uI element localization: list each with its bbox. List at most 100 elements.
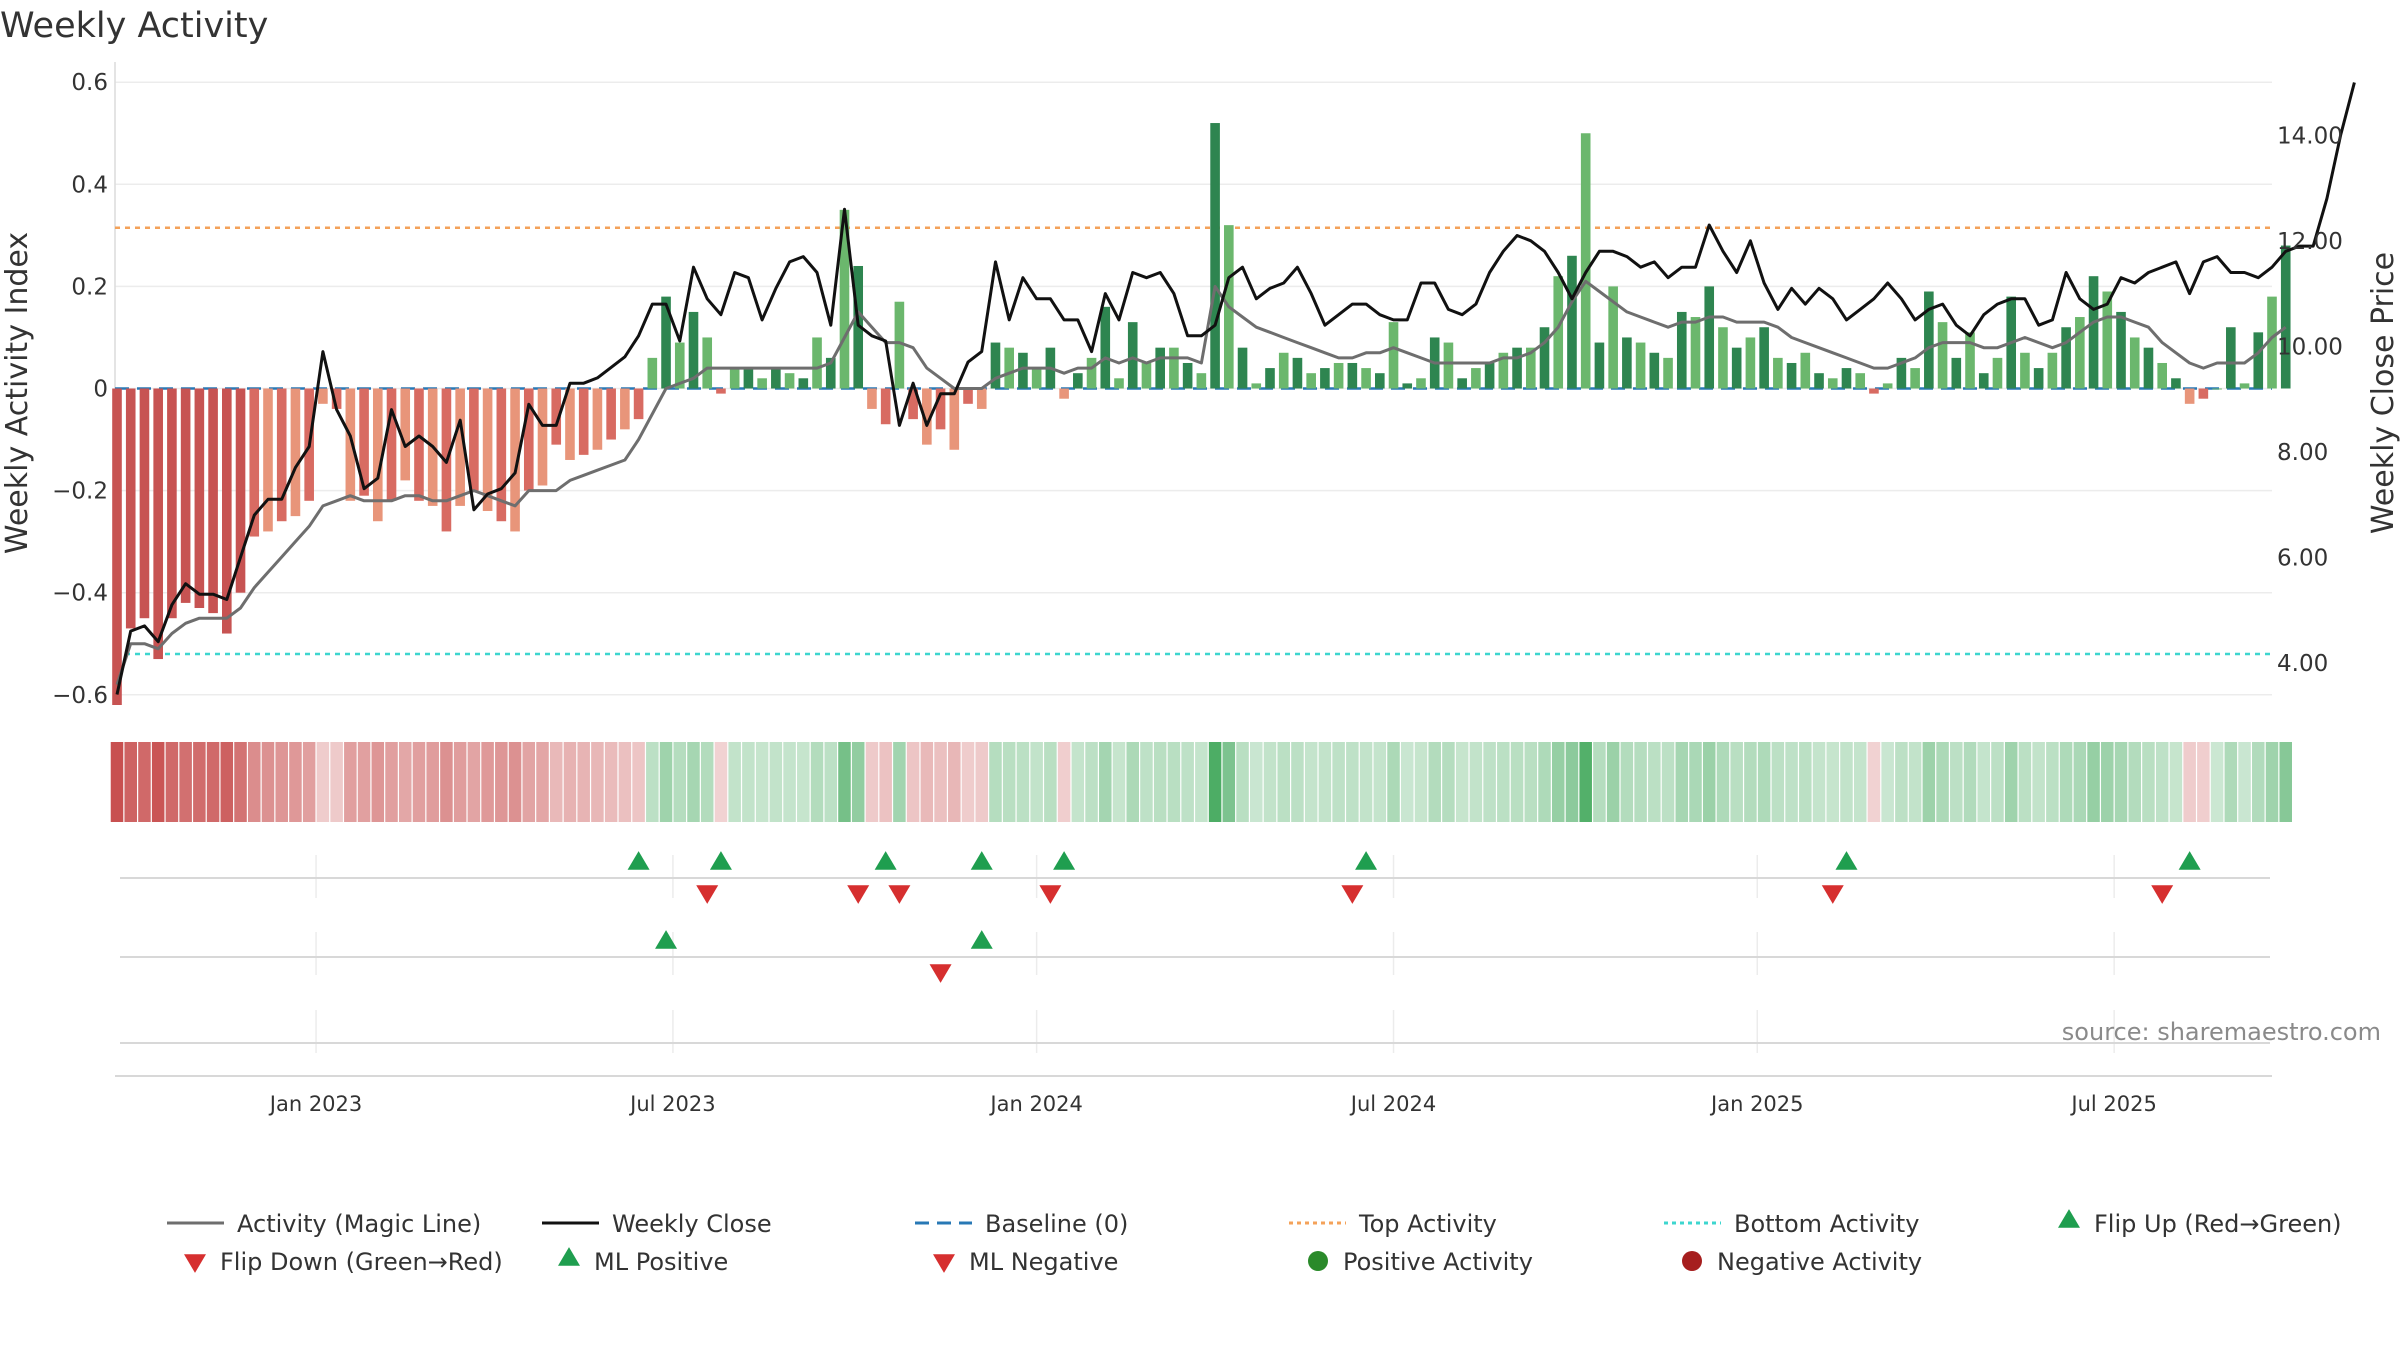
- left-tick-label: 0.4: [71, 172, 108, 198]
- heat-cell: [495, 742, 508, 822]
- heat-cell: [1099, 742, 1112, 822]
- heat-cell: [810, 742, 824, 822]
- activity-bar: [1718, 327, 1728, 389]
- heat-cell: [1071, 742, 1085, 822]
- activity-bar: [771, 368, 781, 389]
- flip-up-marker: [627, 851, 650, 870]
- activity-bar: [1567, 255, 1577, 389]
- activity-bar: [990, 342, 1001, 389]
- heat-cell: [1346, 742, 1359, 822]
- activity-bar: [1731, 347, 1742, 389]
- heat-cell: [1799, 742, 1812, 822]
- activity-bar: [331, 388, 342, 409]
- activity-bar: [812, 337, 822, 389]
- activity-bar: [1059, 388, 1069, 399]
- flip-down-marker: [696, 885, 719, 904]
- right-tick-label: 10.00: [2277, 334, 2343, 360]
- heat-cell: [412, 742, 426, 822]
- heat-cell: [2142, 742, 2155, 822]
- activity-bar: [1539, 327, 1550, 389]
- activity-bar: [1924, 291, 1934, 389]
- heat-cell: [961, 742, 975, 822]
- heat-cell: [1785, 742, 1798, 822]
- magic-line: [115, 279, 2287, 686]
- heat-cell: [1579, 742, 1592, 822]
- flip-markers-panel: [120, 851, 2270, 904]
- activity-bar: [414, 388, 424, 501]
- heat-cell: [1977, 742, 1991, 822]
- legend-label: Baseline (0): [985, 1210, 1128, 1238]
- heat-cell: [275, 742, 288, 822]
- activity-bar: [2212, 388, 2222, 390]
- activity-bar: [1278, 352, 1289, 389]
- left-tick-label: 0: [93, 377, 108, 403]
- activity-bar: [2157, 362, 2167, 389]
- activity-bar: [729, 368, 740, 389]
- heat-cell: [1236, 742, 1249, 822]
- activity-bar: [1333, 362, 1344, 389]
- heat-cell: [426, 742, 439, 822]
- heat-cell: [2155, 742, 2169, 822]
- heat-cell: [371, 742, 385, 822]
- flip-down-marker: [2151, 885, 2174, 904]
- heat-cell: [1634, 742, 1647, 822]
- activity-bar: [1457, 378, 1467, 389]
- heat-cell: [659, 742, 673, 822]
- heat-cell: [1030, 742, 1043, 822]
- activity-bar: [963, 388, 973, 404]
- heat-cell: [1510, 742, 1524, 822]
- activity-bar: [1676, 311, 1687, 389]
- activity-bar: [1855, 373, 1866, 389]
- heat-cell: [1387, 742, 1400, 822]
- activity-bar: [318, 388, 328, 404]
- heat-cell: [165, 742, 179, 822]
- right-tick-label: 8.00: [2277, 440, 2328, 466]
- activity-bar: [1910, 368, 1920, 389]
- activity-bar: [1196, 373, 1207, 389]
- flip-up-marker: [709, 851, 732, 870]
- activity-bar: [1114, 378, 1124, 389]
- heat-cell: [124, 742, 137, 822]
- activity-bar: [1594, 342, 1605, 389]
- activity-bar: [1086, 357, 1097, 389]
- ml-positive-marker: [970, 930, 993, 949]
- heat-cell: [302, 742, 316, 822]
- activity-bar: [2020, 352, 2030, 389]
- heat-cell: [2183, 742, 2196, 822]
- activity-bar: [1649, 352, 1660, 389]
- heat-cell: [1895, 742, 1908, 822]
- right-tick-label: 14.00: [2277, 123, 2343, 149]
- activity-bar: [510, 388, 520, 532]
- activity-bar: [633, 388, 644, 420]
- activity-bar: [674, 342, 685, 389]
- heat-cell: [2032, 742, 2045, 822]
- activity-bar: [208, 388, 218, 614]
- heat-cell: [1881, 742, 1894, 822]
- heat-cell: [247, 742, 261, 822]
- activity-bar: [1210, 123, 1220, 389]
- right-tick-label: 4.00: [2277, 651, 2328, 677]
- flip-down-marker: [888, 885, 911, 904]
- legend-label: Activity (Magic Line): [237, 1210, 481, 1238]
- heat-cell: [1620, 742, 1634, 822]
- heat-cell: [632, 742, 645, 822]
- legend-label: Positive Activity: [1343, 1248, 1533, 1276]
- heat-cell: [1922, 742, 1936, 822]
- activity-bar: [1896, 357, 1907, 389]
- heat-cell: [1195, 742, 1208, 822]
- heat-cell: [1277, 742, 1290, 822]
- activity-bar: [2253, 332, 2264, 389]
- activity-bar: [1937, 322, 1948, 389]
- activity-bar: [839, 209, 850, 389]
- heat-cell: [797, 742, 810, 822]
- heat-cell: [481, 742, 494, 822]
- heat-cell: [934, 742, 947, 822]
- heat-cell: [2128, 742, 2142, 822]
- heat-cell: [989, 742, 1002, 822]
- activity-bar: [112, 388, 122, 705]
- flip-up-marker: [1835, 851, 1858, 870]
- activity-bar: [688, 311, 699, 389]
- heat-cell: [714, 742, 728, 822]
- heat-cell: [385, 742, 398, 822]
- flip-up-marker: [1355, 851, 1378, 870]
